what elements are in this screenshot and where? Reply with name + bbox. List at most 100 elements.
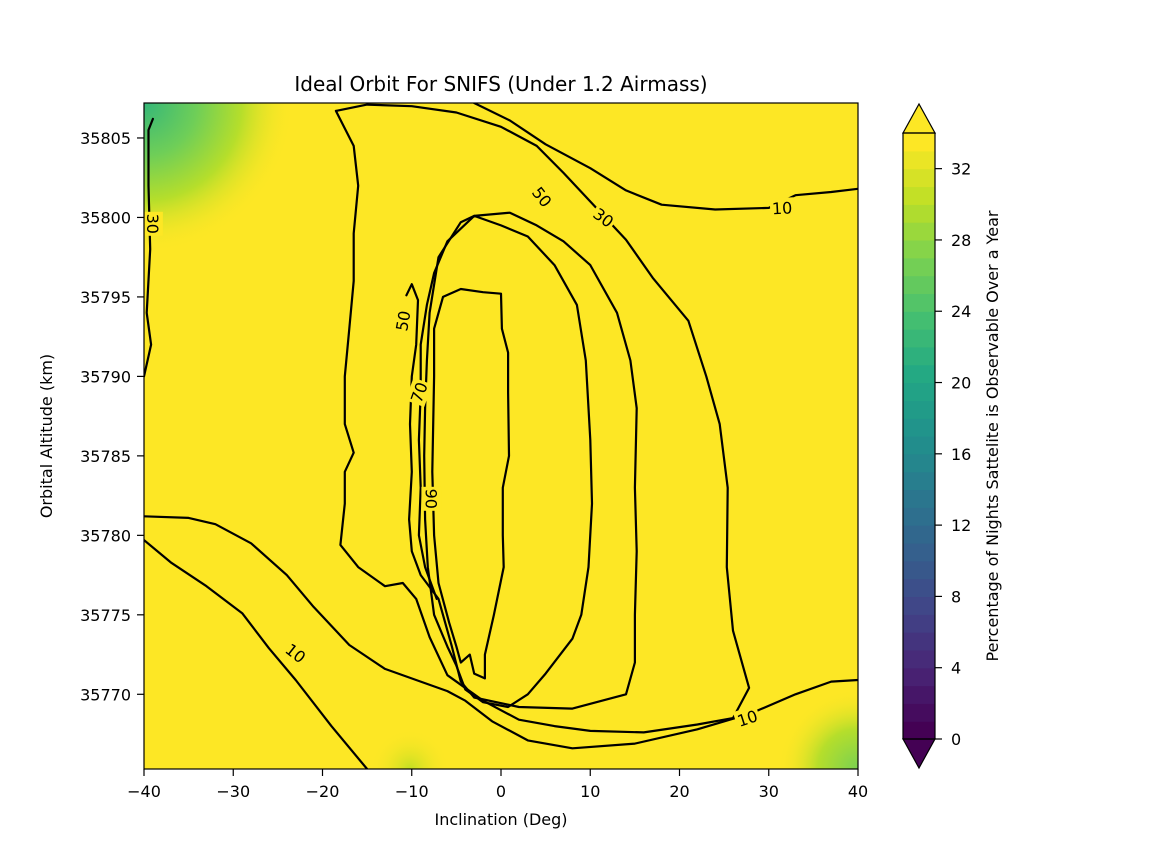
y-tick-label: 35770 [80,685,131,704]
contour-line-70 [423,214,594,709]
colorbar-band [903,721,935,740]
y-tick-label: 35790 [80,367,131,386]
colorbar-band [903,150,935,170]
contour-line-30 [334,103,751,734]
contour-line-90 [431,287,511,680]
contour-line-10 [144,539,369,769]
colorbar-tick-label: 28 [951,231,971,250]
colorbar-band [903,578,935,598]
colorbar-band [903,649,935,669]
colorbar-tick-label: 16 [951,445,971,464]
y-tick-label: 35775 [80,606,131,625]
colorbar-band [903,311,935,330]
colorbar-band [903,471,935,491]
y-axis-label: Orbital Altitude (km) [37,354,56,518]
x-tick-label: −40 [127,782,161,801]
y-axis-ticks: 35770 35775 35780 35785 35790 35795 35800 35805 [80,129,144,704]
colorbar-band [903,489,935,508]
colorbar-band [903,560,935,580]
colorbar-tick-label: 12 [951,516,971,535]
contour-line-10 [473,103,858,211]
low-value-region-bottom [144,103,858,769]
colorbar-band [903,436,935,455]
colorbar-band [903,418,935,437]
colorbar-bands [903,133,935,740]
colorbar-band [903,364,935,384]
colorbar-frame [902,132,936,740]
colorbar-band [903,168,935,188]
colorbar-band [903,239,935,259]
y-tick-label: 35800 [80,208,131,227]
colorbar-extend-max-arrow [901,102,937,134]
colorbar-band [903,632,935,651]
y-tick-label: 35785 [80,447,131,466]
contour-line-50 [405,211,638,710]
y-tick-label: 35780 [80,526,131,545]
colorbar-band [903,275,935,295]
colorbar-band [903,257,935,277]
colorbar-extend-min-arrow [901,738,937,770]
colorbar-tick-label: 32 [951,160,971,179]
contour-label-gap [144,211,163,236]
contour-label: 10 [771,198,792,218]
contour-label-gap [390,307,415,335]
contour-label-gap [587,202,620,233]
colorbar-tick-label: 24 [951,302,971,321]
contour-label-gap [405,377,433,407]
contour-label-gap [732,704,762,732]
colorbar-band [903,346,935,366]
colorbar-band [903,525,935,544]
colorbar-band [903,703,935,722]
contour-label-gap [421,486,442,511]
contour-label-group: 70 [405,377,433,407]
y-tick-label: 35795 [80,288,131,307]
colorbar-band [903,614,935,633]
x-tick-label: −10 [395,782,429,801]
colorbar-label: Percentage of Nights Sattelite is Observ… [983,210,1002,661]
colorbar-tick-label: 20 [951,374,971,393]
colorbar-band [903,400,935,419]
colorbar: 0 4 8 12 16 20 24 28 32 Percentage of Nights Sat… [901,102,1002,770]
colorbar-band [903,293,935,312]
x-tick-label: 20 [669,782,689,801]
colorbar-band [903,596,935,615]
contour-label-group: 90 [421,486,442,511]
contour-label-group: 10 [769,197,795,219]
colorbar-band [903,329,935,348]
contour-label: 30 [143,214,162,234]
colorbar-band [903,133,935,152]
contour-label-group: 50 [390,307,415,335]
x-axis-ticks: −40 −30 −20 −10 0 10 20 30 40 [127,769,868,801]
colorbar-ticks: 0 4 8 12 16 20 24 28 32 [935,160,971,749]
x-tick-label: 40 [848,782,868,801]
colorbar-tick-label: 0 [951,730,961,749]
contour-label-gap [526,181,558,213]
x-tick-label: 10 [580,782,600,801]
contour-label-gap [769,197,795,219]
x-tick-label: −30 [216,782,250,801]
colorbar-band [903,507,935,526]
y-tick-label: 35805 [80,129,131,148]
contour-label-group: 30 [143,211,163,236]
colorbar-band [903,667,935,687]
x-tick-label: 30 [759,782,779,801]
colorbar-band [903,186,935,205]
contour-label-gap [280,637,312,669]
colorbar-band [903,222,935,241]
chart-title: Ideal Orbit For SNIFS (Under 1.2 Airmass… [294,72,707,96]
x-tick-label: 0 [496,782,506,801]
contour-label: 90 [421,489,440,509]
x-axis-label: Inclination (Deg) [434,810,567,829]
colorbar-band [903,204,935,223]
contour-label: 50 [392,309,414,332]
colorbar-tick-label: 4 [951,659,961,678]
contour-line-30 [144,117,154,378]
colorbar-band [903,685,935,704]
colorbar-band [903,382,935,401]
colorbar-band [903,453,935,473]
colorbar-band [903,542,935,562]
x-tick-label: −20 [306,782,340,801]
colorbar-tick-label: 8 [951,587,961,606]
